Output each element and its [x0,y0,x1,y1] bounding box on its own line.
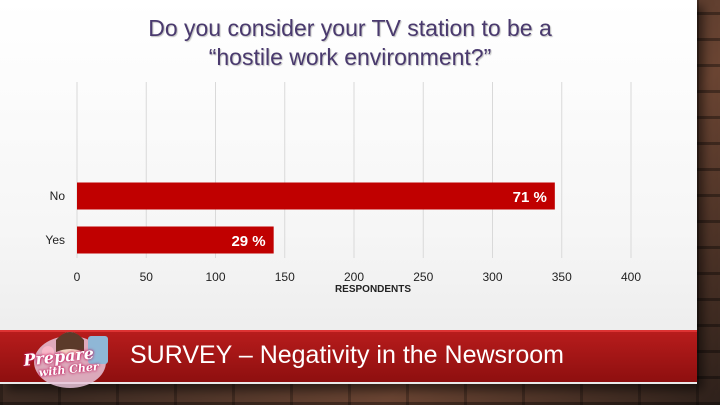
x-tick-label: 350 [552,270,572,284]
bar-yes [77,226,274,254]
category-label-no: No [50,189,66,203]
bar-no [77,182,555,210]
x-tick-label: 400 [621,270,641,284]
x-tick-label: 200 [344,270,364,284]
x-tick-labels: 0 50 100 150 200 250 300 350 400 [74,270,642,284]
x-axis-title: RESPONDENTS [335,284,411,295]
x-tick-label: 150 [275,270,295,284]
slide: Do you consider your TV station to be a … [0,0,697,388]
x-tick-label: 250 [413,270,433,284]
category-label-yes: Yes [45,233,65,247]
bars: No 71 % Yes 29 % [45,182,555,254]
prepare-with-cher-logo [34,332,108,388]
x-tick-label: 50 [140,270,154,284]
x-tick-label: 0 [74,270,81,284]
data-label-yes: 29 % [231,233,265,250]
banner-text: SURVEY – Negativity in the Newsroom [130,341,564,369]
survey-banner: SURVEY – Negativity in the Newsroom [0,330,697,382]
title-line-2: “hostile work environment?” [208,44,492,70]
title-line-1: Do you consider your TV station to be a [148,15,552,41]
x-tick-label: 100 [205,270,225,284]
x-tick-label: 300 [482,270,502,284]
bar-chart: No 71 % Yes 29 % 0 50 100 150 200 250 300 350 400 R… [45,82,642,295]
chart-title: Do you consider your TV station to be a … [60,14,640,72]
data-label-no: 71 % [513,189,547,206]
